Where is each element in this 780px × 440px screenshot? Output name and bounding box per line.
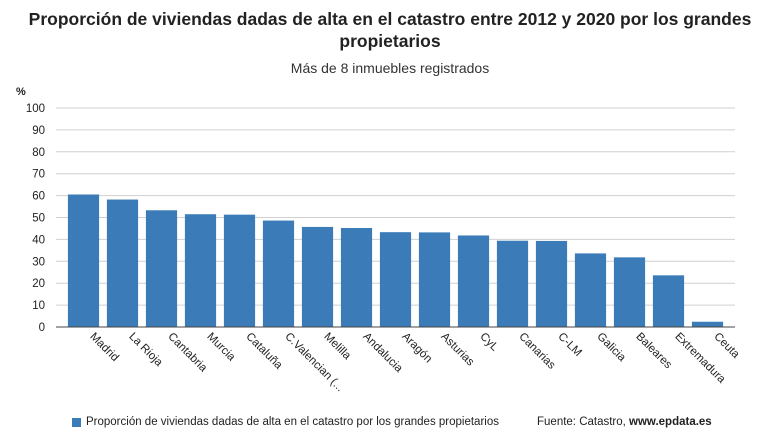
bar-4 [223,214,256,327]
source-prefix: Fuente: Catastro, [537,416,630,428]
y-tick-label: 10 [32,300,45,312]
bar-7 [340,228,373,327]
x-tick-label: Baleares [633,331,674,372]
legend: Proporción de viviendas dadas de alta en… [72,416,499,428]
bar-15 [652,275,685,327]
y-tick-label: 80 [32,147,45,159]
y-tick-label: 70 [32,169,45,181]
bar-1 [106,199,139,327]
x-tick-label: Ceuta [711,331,742,362]
chart-title: Proporción de viviendas dadas de alta en… [0,8,780,52]
source-note: Fuente: Catastro, www.epdata.es [537,416,712,428]
chart-title-line-2: propietarios [339,31,441,51]
y-tick-label: 60 [32,191,45,203]
legend-label: Proporción de viviendas dadas de alta en… [86,416,499,428]
y-tick-label: 100 [26,103,45,115]
y-tick-label: 30 [32,256,45,268]
bar-9 [418,232,451,327]
x-tick-label: C-LM [555,331,583,359]
y-tick-label: 20 [32,278,45,290]
bar-16 [691,321,724,327]
x-tick-label: Asturias [438,331,476,369]
bar-13 [574,253,607,327]
bar-2 [145,210,178,327]
y-tick-label: 50 [32,213,45,225]
y-tick-label: 40 [32,234,45,246]
bar-12 [535,240,568,327]
y-tick-label: 0 [39,322,45,334]
bar-5 [262,220,295,327]
bar-8 [379,232,412,327]
x-tick-label: Cataluña [243,331,284,372]
bar-14 [613,257,646,327]
x-tick-label: CyL [477,331,500,354]
bars [67,194,724,327]
bar-3 [184,214,217,327]
bar-10 [457,235,490,327]
y-tick-label: 90 [32,125,45,137]
x-tick-label: Aragón [399,331,434,366]
bar-11 [496,240,529,327]
legend-swatch [72,417,81,427]
source-site: www.epdata.es [629,416,712,428]
x-tick-label: La Rioja [126,331,165,370]
bar-6 [301,226,334,327]
x-tick-label: Madrid [87,331,120,364]
x-tick-label: Murcia [204,331,237,364]
bar-0 [67,194,100,327]
y-axis-ticks: 0 10 20 30 40 50 60 70 80 90 100 [26,103,45,334]
x-tick-label: Cantabria [165,331,209,375]
x-tick-label: Andalucia [360,331,405,376]
x-tick-label: Galicia [594,331,628,365]
y-axis-unit-label: % [16,86,26,98]
chart-subtitle: Más de 8 inmuebles registrados [290,60,490,76]
x-tick-label: Melilla [321,331,353,363]
x-tick-label: Canarias [516,331,557,372]
chart-title-line-1: Proporción de viviendas dadas de alta en… [28,9,752,29]
